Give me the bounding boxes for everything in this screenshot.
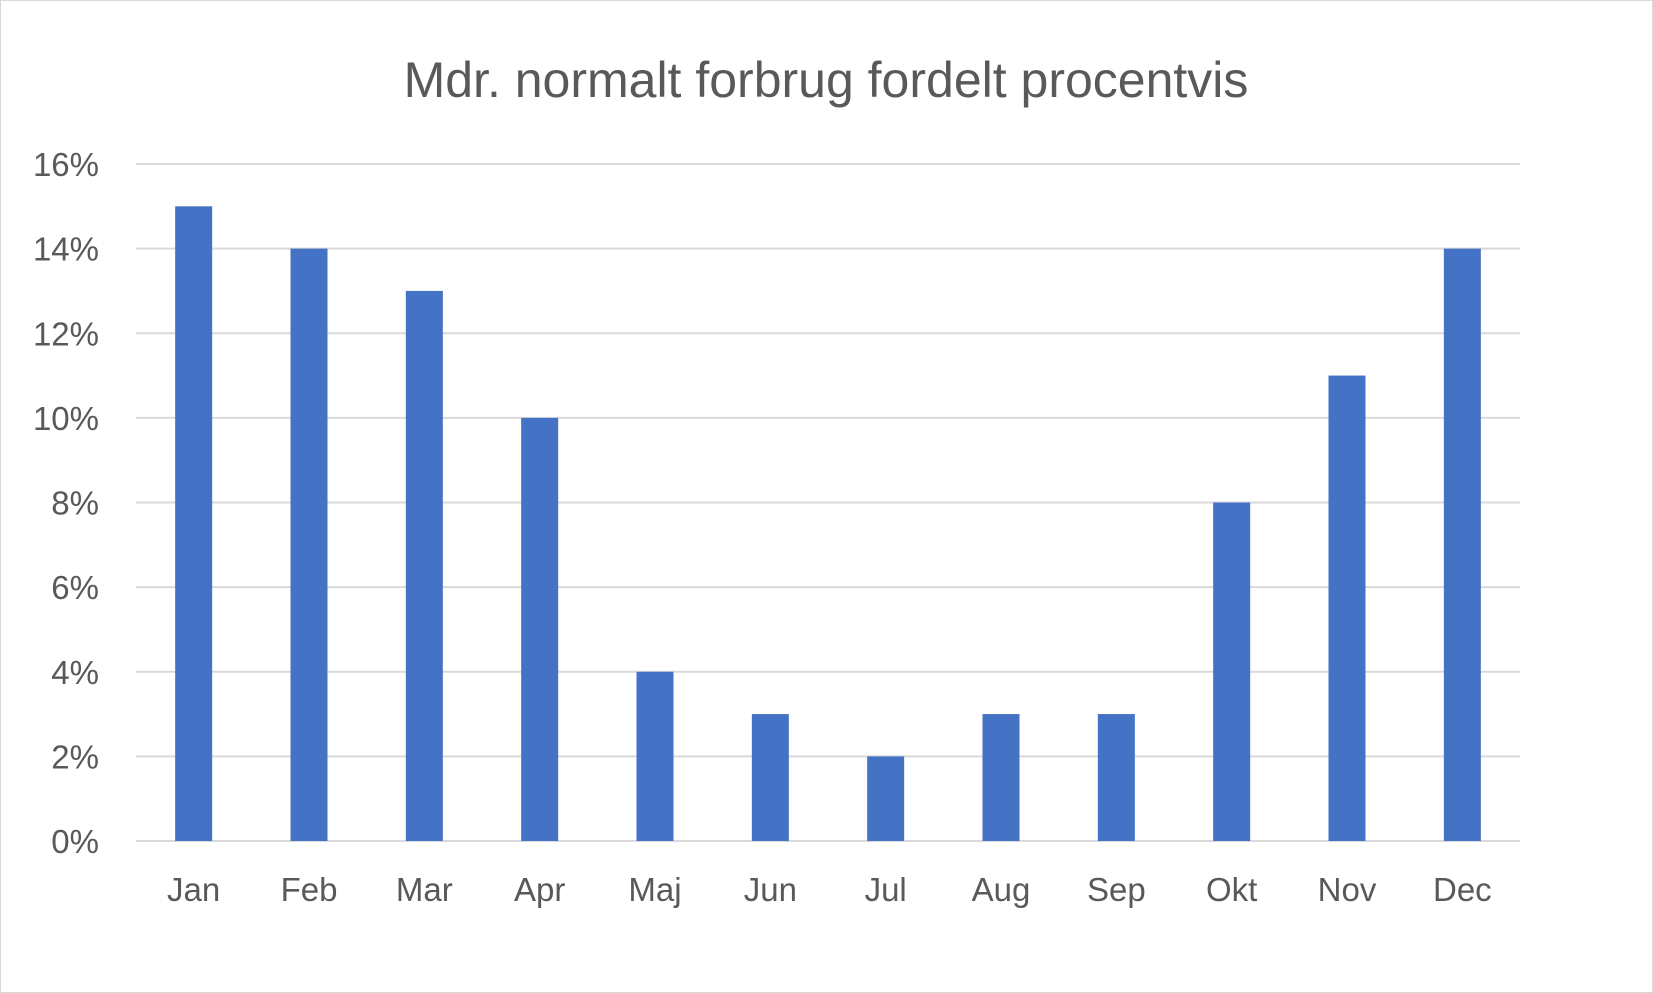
y-tick-label: 10% xyxy=(33,400,99,437)
bar-feb xyxy=(290,248,328,841)
y-tick-label: 2% xyxy=(51,738,99,775)
x-tick-label: Mar xyxy=(396,871,453,908)
x-tick-label: Sep xyxy=(1087,871,1146,908)
bar-jun xyxy=(751,714,789,841)
y-axis-tick-labels: 0% 2% 4% 6% 8% 10% 12% 14% 16% xyxy=(33,146,99,860)
y-tick-label: 8% xyxy=(51,485,99,522)
y-tick-label: 0% xyxy=(51,823,99,860)
x-tick-label: Jun xyxy=(744,871,797,908)
bar-aug xyxy=(982,714,1020,841)
bar-dec xyxy=(1443,248,1481,841)
y-tick-label: 14% xyxy=(33,231,99,268)
bar-jan xyxy=(175,206,213,841)
x-tick-label: Jul xyxy=(865,871,907,908)
bar-okt xyxy=(1213,502,1251,841)
bar-sep xyxy=(1097,714,1135,841)
y-tick-label: 12% xyxy=(33,315,99,352)
y-tick-label: 4% xyxy=(51,654,99,691)
x-tick-label: Jan xyxy=(167,871,220,908)
x-tick-label: Maj xyxy=(628,871,681,908)
x-tick-label: Feb xyxy=(281,871,338,908)
x-tick-label: Aug xyxy=(972,871,1031,908)
bar-maj xyxy=(636,671,674,841)
bar-jul xyxy=(867,756,905,841)
y-tick-label: 16% xyxy=(33,146,99,183)
x-tick-label: Nov xyxy=(1318,871,1377,908)
gridlines xyxy=(136,163,1520,842)
x-axis-tick-labels: Jan Feb Mar Apr Maj Jun Jul Aug Sep Okt Nov Dec xyxy=(167,871,1492,908)
bar-mar xyxy=(405,290,443,841)
y-tick-label: 6% xyxy=(51,569,99,606)
bar-apr xyxy=(521,417,559,841)
bar-nov xyxy=(1328,375,1366,841)
x-tick-label: Dec xyxy=(1433,871,1492,908)
x-tick-label: Okt xyxy=(1206,871,1257,908)
bars xyxy=(175,206,1481,841)
x-tick-label: Apr xyxy=(514,871,565,908)
chart-title: Mdr. normalt forbrug fordelt procentvis xyxy=(404,52,1249,108)
